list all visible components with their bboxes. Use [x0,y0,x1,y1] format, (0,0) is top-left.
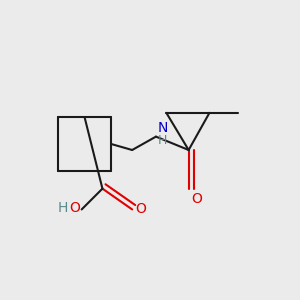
Text: N: N [158,121,168,135]
Text: H: H [58,201,68,215]
Text: O: O [192,192,203,206]
Text: O: O [135,202,146,216]
Text: O: O [69,201,80,215]
Text: H: H [158,134,167,147]
